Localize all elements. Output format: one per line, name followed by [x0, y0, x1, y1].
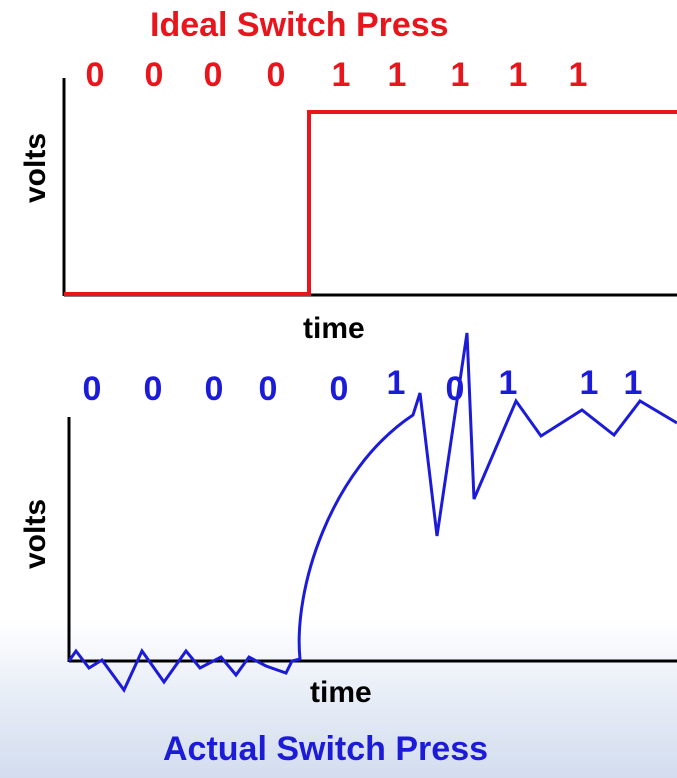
actual-bit-label: 1: [498, 364, 518, 402]
ideal-bit-label: 0: [203, 56, 223, 94]
ideal-bit-label: 0: [85, 56, 105, 94]
ideal-bit-label: 1: [508, 56, 528, 94]
ideal-bit-label: 1: [568, 56, 588, 94]
actual-bit-label: 1: [579, 364, 599, 402]
ideal-switch-title: Ideal Switch Press: [150, 6, 449, 44]
ideal-signal-line: [64, 110, 677, 296]
ideal-bit-label: 1: [450, 56, 470, 94]
actual-bit-label: 0: [143, 370, 163, 408]
ideal-x-axis-label: time: [303, 312, 365, 345]
ideal-bit-label: 0: [144, 56, 164, 94]
ideal-bit-label: 1: [331, 56, 351, 94]
actual-bit-label: 1: [386, 364, 406, 402]
actual-bit-label: 0: [329, 370, 349, 408]
actual-signal-line: [67, 332, 677, 693]
actual-bit-label: 1: [623, 364, 643, 402]
actual-bit-label: 0: [82, 370, 102, 408]
actual-x-axis-label: time: [310, 676, 372, 709]
ideal-bit-label: 0: [266, 56, 286, 94]
actual-switch-title: Actual Switch Press: [163, 730, 489, 768]
ideal-bit-label: 1: [387, 56, 407, 94]
actual-bit-label: 0: [258, 370, 278, 408]
actual-bit-label: 0: [204, 370, 224, 408]
